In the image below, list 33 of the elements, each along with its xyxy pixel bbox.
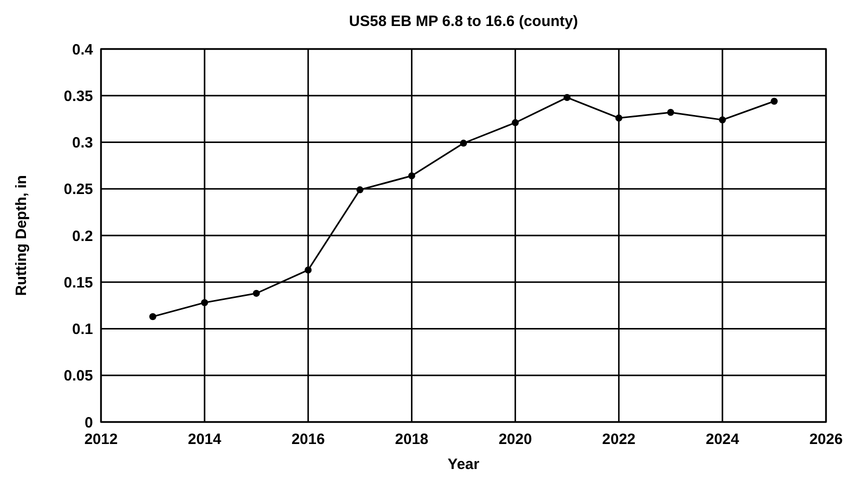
x-tick-label: 2026 (809, 431, 843, 448)
y-tick-label: 0.4 (72, 41, 94, 58)
y-tick-label: 0 (84, 414, 93, 432)
y-tick-label: 0.3 (72, 134, 93, 152)
x-tick-label: 2012 (84, 431, 118, 448)
point (252, 290, 260, 297)
y-tick-label: 0.35 (64, 88, 93, 105)
point (718, 116, 726, 124)
x-tick-label: 2024 (706, 431, 740, 448)
y-axis-title: Rutting Depth, in (13, 175, 30, 296)
point (770, 98, 778, 105)
x-axis-title: Year (448, 456, 480, 473)
point (149, 313, 156, 320)
point (667, 108, 674, 116)
x-tick-label: 2018 (395, 431, 428, 448)
y-tick-label: 0.25 (64, 181, 93, 198)
point (408, 172, 416, 180)
y-tick-label: 0.05 (64, 368, 93, 385)
point (460, 140, 467, 147)
x-tick-label: 2016 (291, 431, 325, 448)
y-tick-label: 0.15 (64, 274, 93, 292)
point (304, 266, 312, 274)
x-tick-label: 2020 (498, 431, 532, 448)
chart-title: US58 EB MP 6.8 to 16.6 (county) (349, 13, 578, 30)
point (512, 119, 519, 126)
point (356, 186, 364, 194)
point (564, 94, 571, 101)
x-tick-label: 2014 (188, 431, 222, 448)
y-tick-label: 0.2 (72, 228, 93, 245)
point (615, 114, 622, 122)
point (201, 299, 208, 306)
y-tick-label: 0.1 (72, 321, 93, 338)
x-tick-label: 2022 (602, 431, 636, 448)
